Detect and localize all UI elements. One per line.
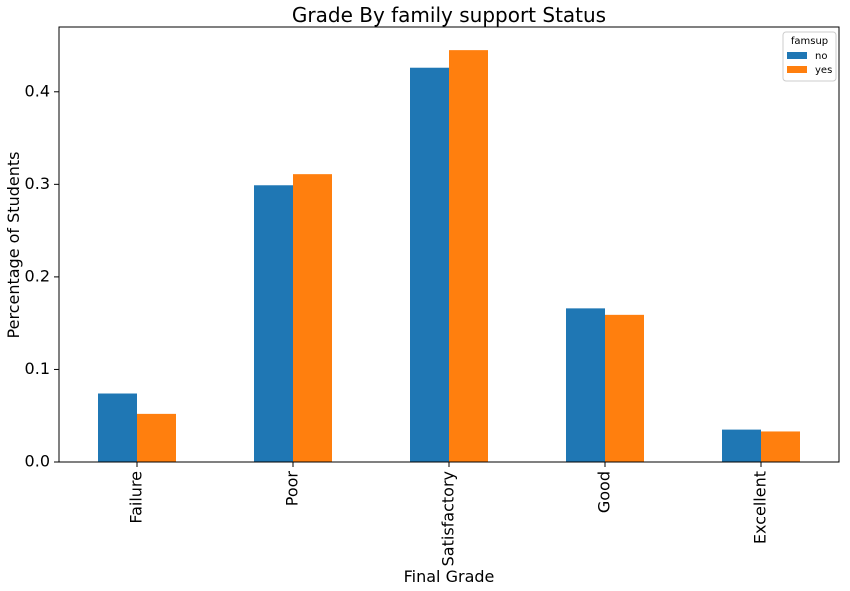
- y-tick-label: 0.0: [25, 452, 50, 471]
- bar-no-failure: [98, 393, 137, 462]
- bar-yes-poor: [293, 174, 332, 462]
- y-axis-label: Percentage of Students: [4, 152, 23, 339]
- bar-yes-satisfactory: [449, 50, 488, 462]
- bar-no-good: [566, 308, 605, 462]
- bar-no-poor: [254, 185, 293, 462]
- x-tick-label: Satisfactory: [439, 471, 458, 566]
- plot-area: Failure Poor Satisfactory Good Excellent 0.0 0…: [25, 26, 840, 566]
- y-tick-label: 0.4: [25, 81, 50, 100]
- chart-title: Grade By family support Status: [292, 3, 606, 27]
- bar-no-excellent: [722, 429, 761, 462]
- legend: famsup no yes: [782, 31, 837, 82]
- bar-no-satisfactory: [410, 67, 449, 463]
- x-tick-label: Failure: [127, 471, 146, 524]
- plot-frame: [58, 26, 840, 463]
- bar-yes-excellent: [761, 431, 800, 462]
- bar-yes-good: [605, 314, 644, 462]
- y-tick-label: 0.1: [25, 359, 50, 378]
- legend-label-yes: yes: [815, 65, 832, 76]
- x-axis-label: Final Grade: [404, 567, 495, 586]
- bar-yes-failure: [137, 413, 176, 462]
- legend-title: famsup: [791, 36, 828, 47]
- legend-swatch-yes: [787, 66, 807, 73]
- legend-label-no: no: [815, 51, 827, 62]
- legend-swatch-no: [787, 52, 807, 59]
- y-tick-label: 0.3: [25, 174, 50, 193]
- x-tick-label: Excellent: [751, 471, 770, 544]
- x-tick-label: Poor: [283, 471, 302, 507]
- y-tick-label: 0.2: [25, 266, 50, 285]
- x-tick-label: Good: [595, 471, 614, 513]
